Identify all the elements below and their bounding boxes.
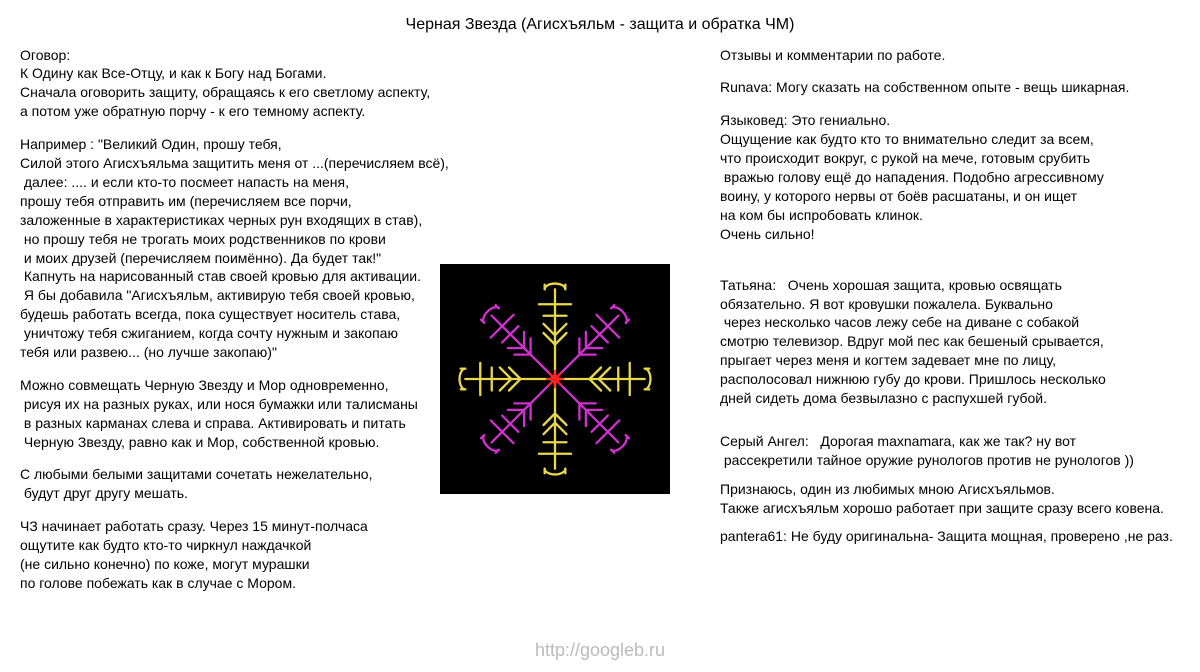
aegishjalmur-icon <box>440 264 670 494</box>
comment-tatyana: Татьяна: Очень хорошая защита, кровью ос… <box>720 276 1180 408</box>
left-p5: ЧЗ начинает работать сразу. Через 15 мин… <box>20 517 560 593</box>
content-container: Оговор: К Одину как Все-Отцу, и как к Бо… <box>0 46 1200 607</box>
comment-extra: Признаюсь, один из любимых мною Агисхъял… <box>720 480 1180 518</box>
right-column: Отзывы и комментарии по работе. Runava: … <box>580 46 1180 607</box>
rune-symbol <box>440 264 670 494</box>
spacer <box>720 422 1180 432</box>
comment-runava: Runava: Могу сказать на собственном опыт… <box>720 78 1180 97</box>
comment-seryj-angel: Серый Ангел: Дорогая maxnamara, как же т… <box>720 432 1180 470</box>
spacer <box>720 258 1180 276</box>
comment-yazykoved: Языковед: Это гениально. Ощущение как бу… <box>720 111 1180 243</box>
watermark: http://googleb.ru <box>535 638 665 662</box>
left-p1: Оговор: К Одину как Все-Отцу, и как к Бо… <box>20 46 560 122</box>
page-title: Черная Звезда (Агисхъяльм - защита и обр… <box>0 0 1200 46</box>
right-header: Отзывы и комментарии по работе. <box>720 46 1180 65</box>
comment-pantera61: pantera61: Не буду оригинальна- Защита м… <box>720 527 1180 546</box>
